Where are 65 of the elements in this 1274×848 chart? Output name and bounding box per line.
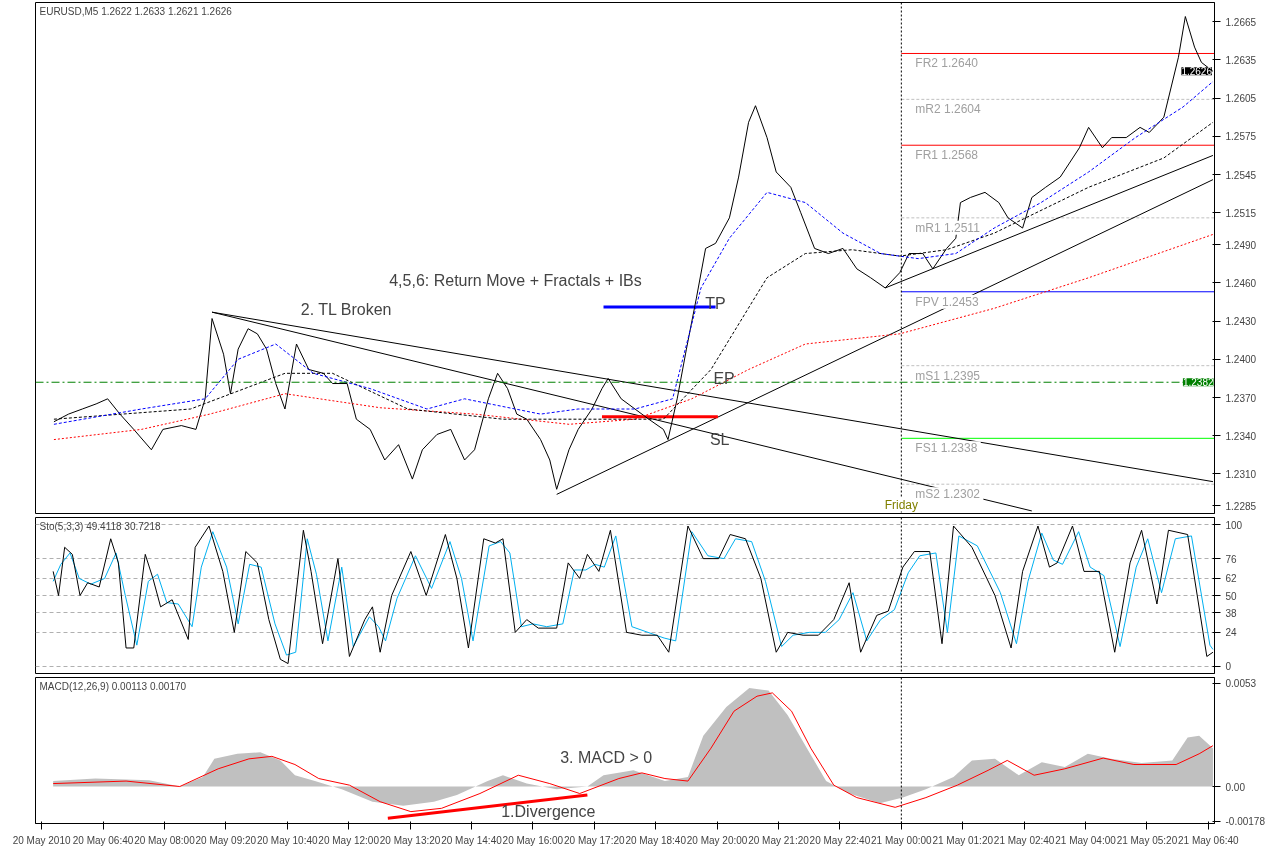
y-tick-label: -0.00178 (1225, 816, 1266, 828)
x-tick-label: 20 May 2010 (12, 834, 71, 846)
x-tick-label: 20 May 14:40 (441, 834, 503, 846)
ref-line-label: FPV 1.2453 (915, 294, 980, 309)
ref-line-label: FR1 1.2568 (915, 148, 979, 163)
x-tick-label: 20 May 13:20 (379, 834, 441, 846)
ref-line-label: mS1 1.2395 (915, 368, 981, 383)
ref-line-label: 1.2382 (1182, 377, 1214, 389)
x-tick-label: 21 May 00:00 (871, 834, 933, 846)
annotation: 2. TL Broken (300, 300, 392, 318)
x-tick-label: 21 May 05:20 (1116, 834, 1178, 846)
annotation: 1.2626 (1181, 66, 1213, 78)
annotation: 4,5,6: Return Move + Fractals + IBs (389, 272, 642, 290)
chart-title: EURUSD,M5 1.2622 1.2633 1.2621 1.2626 (39, 5, 233, 17)
x-tick-label: 20 May 22:40 (809, 834, 871, 846)
x-tick-label: 20 May 09:20 (195, 834, 257, 846)
y-tick-label: 0 (1225, 661, 1232, 673)
ref-line-label: mR2 1.2604 (915, 102, 982, 117)
y-tick-label: 50 (1225, 590, 1238, 602)
annotation: EP (713, 369, 735, 387)
x-tick-label: 20 May 10:40 (256, 834, 318, 846)
x-tick-label: 20 May 18:40 (625, 834, 687, 846)
y-tick-label: 0.0053 (1225, 678, 1257, 690)
y-tick-label: 62 (1225, 573, 1238, 585)
x-tick-label: 20 May 21:20 (748, 834, 810, 846)
ref-line-label: FS1 1.2338 (915, 441, 978, 456)
chart-title: Sto(5,3,3) 49.4118 30.7218 (39, 520, 161, 532)
y-tick-label: 1.2545 (1225, 169, 1257, 181)
y-tick-label: 1.2430 (1225, 316, 1257, 328)
y-tick-label: 38 (1225, 607, 1238, 619)
y-tick-label: 1.2310 (1225, 469, 1257, 480)
x-tick-label: 20 May 06:40 (72, 834, 134, 846)
chart-title: MACD(12,26,9) 0.00113 0.00170 (39, 680, 187, 692)
y-tick-label: 100 (1225, 519, 1243, 531)
y-tick-label: 76 (1225, 553, 1238, 565)
y-tick-label: 1.2575 (1225, 131, 1257, 143)
y-tick-label: 1.2340 (1225, 430, 1257, 442)
y-tick-label: 1.2400 (1225, 354, 1257, 366)
annotation: SL (709, 430, 730, 448)
annotation: 1.Divergence (501, 803, 596, 821)
y-tick-label: 0.00 (1225, 781, 1246, 793)
y-tick-label: 24 (1225, 627, 1238, 639)
ref-line-label: mR1 1.2511 (915, 220, 981, 235)
x-tick-label: 20 May 20:00 (686, 834, 748, 846)
y-tick-label: 1.2665 (1225, 16, 1257, 28)
y-tick-label: 1.2460 (1225, 277, 1257, 289)
annotation: 3. MACD > 0 (560, 749, 653, 767)
x-tick-label: 20 May 17:20 (564, 834, 626, 846)
x-tick-label: 21 May 06:40 (1178, 834, 1240, 846)
ref-line-label: mS2 1.2302 (915, 487, 981, 502)
y-tick-label: 1.2490 (1225, 239, 1257, 251)
x-tick-label: 21 May 01:20 (932, 834, 994, 846)
x-tick-label: 20 May 16:00 (502, 834, 564, 846)
annotation: TP (705, 295, 726, 313)
y-tick-label: 1.2370 (1225, 392, 1257, 404)
y-tick-label: 1.2635 (1225, 54, 1257, 66)
ref-line-label: Friday (884, 497, 918, 512)
x-tick-label: 20 May 12:00 (318, 834, 380, 846)
x-tick-label: 21 May 02:40 (993, 834, 1055, 846)
y-tick-label: 1.2285 (1225, 500, 1257, 512)
x-tick-label: 21 May 04:00 (1055, 834, 1117, 846)
y-tick-label: 1.2515 (1225, 207, 1257, 219)
x-tick-label: 20 May 08:00 (134, 834, 196, 846)
y-tick-label: 1.2605 (1225, 93, 1257, 105)
ref-line-label: FR2 1.2640 (915, 56, 979, 71)
